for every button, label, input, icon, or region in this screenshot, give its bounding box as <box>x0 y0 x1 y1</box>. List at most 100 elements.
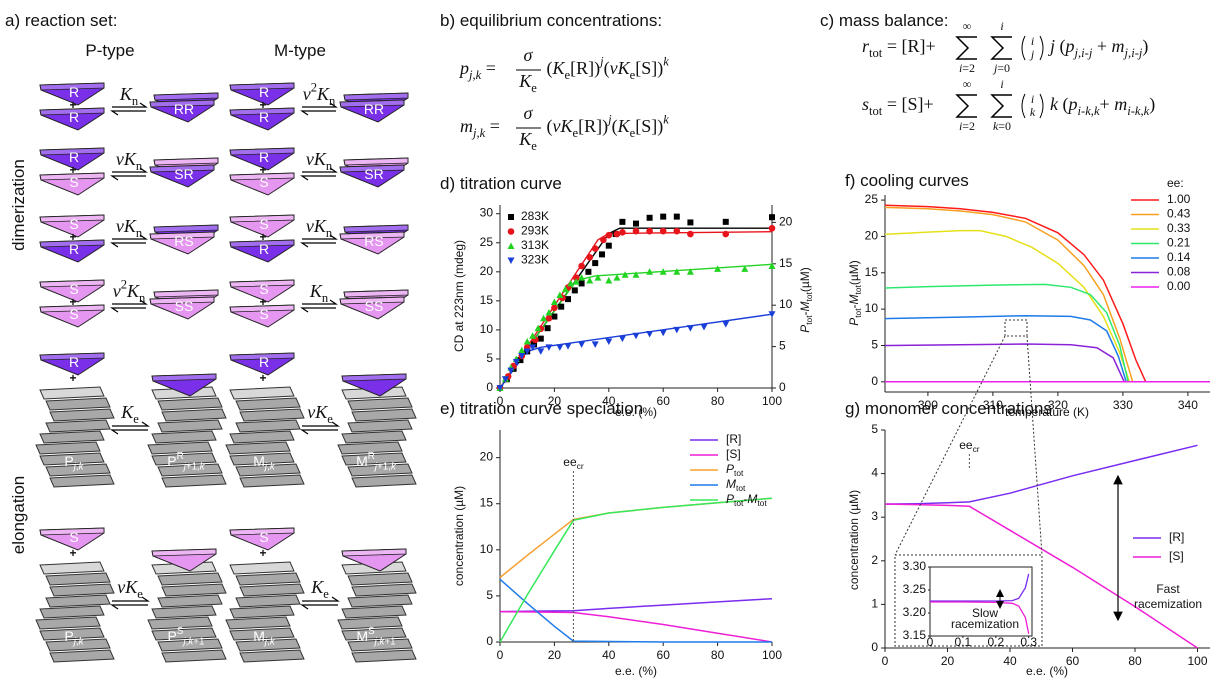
marker <box>646 330 654 338</box>
text-part: S <box>69 529 78 545</box>
text-part: n <box>329 94 336 108</box>
text-part: 313K <box>521 238 549 252</box>
wedge-label: S <box>69 281 78 297</box>
text-part: 80 <box>711 648 725 662</box>
text-part: g) monomer concentrations <box>845 399 1052 418</box>
wedge-label: S <box>259 529 268 545</box>
text-part: tot <box>804 291 814 301</box>
text-part: , <box>1128 46 1131 60</box>
fraction-denominator: Ke <box>518 129 537 153</box>
marker <box>619 229 626 236</box>
text-part: k <box>1050 94 1059 114</box>
helix-layer <box>35 441 101 455</box>
text-part: 340 <box>1178 398 1198 412</box>
text-part: + <box>69 98 76 112</box>
text-part: k <box>270 461 276 472</box>
text-part: j <box>1048 36 1055 56</box>
text-part: [R]) <box>578 116 608 137</box>
text-part: RS <box>364 233 383 249</box>
equation-rhs: j (pj,i-j + mj,i-j) <box>1048 36 1148 60</box>
text-part: σ <box>524 45 534 65</box>
text-part: i <box>959 119 962 133</box>
helix-layer <box>351 474 417 488</box>
wedge-label: S <box>69 216 78 232</box>
helix-layer <box>347 419 413 433</box>
marker <box>564 343 572 350</box>
binom-top: i <box>1031 92 1034 106</box>
helix-layer <box>161 583 227 597</box>
sum-symbol <box>955 94 977 118</box>
y-tick-label: 20 <box>480 450 494 464</box>
helix-layer <box>39 452 105 466</box>
text-part: 320 <box>1048 398 1068 412</box>
x-tick-label: 40 <box>602 648 616 662</box>
text-part: Fast <box>1156 582 1180 596</box>
panel-title: a) reaction set: <box>5 11 117 30</box>
helix-layer <box>235 638 301 652</box>
text-part: SS <box>175 298 194 314</box>
marker <box>687 230 694 238</box>
marker <box>659 268 667 275</box>
wedge-face <box>229 214 295 223</box>
helix-layer <box>45 638 111 652</box>
text-part: 330 <box>1113 398 1133 412</box>
text-part: 5 <box>486 588 493 602</box>
text-part: 15 <box>779 256 793 270</box>
marker <box>523 338 531 345</box>
text-part: - <box>847 304 861 308</box>
zoom-line <box>894 335 1006 556</box>
wedge-face <box>151 373 217 382</box>
rate-constant: Kn <box>119 84 139 108</box>
text-part: 100 <box>1187 654 1207 668</box>
equilibrium-arrow <box>110 307 146 313</box>
text-part: racemization <box>1134 597 1202 611</box>
marker <box>540 314 548 322</box>
text-part: k <box>663 54 669 68</box>
rate-constant: νKn <box>306 149 333 173</box>
marker <box>700 324 708 331</box>
marker <box>518 346 526 354</box>
text-part: 0 <box>497 648 504 662</box>
x-tick-label: 40 <box>602 394 616 408</box>
text-part: 0 <box>871 640 878 654</box>
wedge-face <box>343 157 409 166</box>
wedge-label: RR <box>174 101 194 117</box>
text-part: j <box>606 112 612 126</box>
wedge-face <box>153 92 219 101</box>
equilibrium-arrow <box>302 299 338 305</box>
text-part: j <box>598 54 604 68</box>
equilibrium-arrow <box>300 429 338 435</box>
chart-title: e) titration curve speciation <box>440 399 643 418</box>
equation-lhs: rtot = [R]+ <box>862 36 936 60</box>
stack-label: PRj+1,k <box>167 451 206 472</box>
marker <box>594 274 602 281</box>
marker <box>632 227 640 235</box>
legend-label: 0.43 <box>1167 207 1191 221</box>
text-part: tot <box>757 498 767 508</box>
text-part: j <box>471 126 477 140</box>
text-part: j <box>1137 46 1143 60</box>
text-part: RR <box>174 101 194 117</box>
text-part: - <box>798 311 812 315</box>
stack-label: MSj,k+1 <box>356 626 395 647</box>
y-tick-label: 3.25 <box>903 582 927 596</box>
marker <box>605 242 612 249</box>
text-part: 3.20 <box>903 605 927 619</box>
text-part: , <box>267 636 270 647</box>
marker <box>741 265 749 272</box>
legend-label: [R] <box>726 432 741 446</box>
text-part: - <box>1085 46 1089 60</box>
text-part: + <box>69 230 76 244</box>
text-part: = <box>481 58 500 78</box>
text-part: SS <box>365 298 384 314</box>
helix-layer <box>225 616 291 630</box>
wedge-face <box>229 304 295 313</box>
text-part: R <box>69 354 79 370</box>
text-part: 60 <box>657 394 671 408</box>
text-part: P <box>64 453 73 469</box>
y-tick-label: 15 <box>865 265 879 279</box>
text-part: M <box>253 628 265 644</box>
text-part: ( <box>612 116 618 137</box>
series-line <box>884 229 1210 383</box>
marker <box>632 332 640 340</box>
